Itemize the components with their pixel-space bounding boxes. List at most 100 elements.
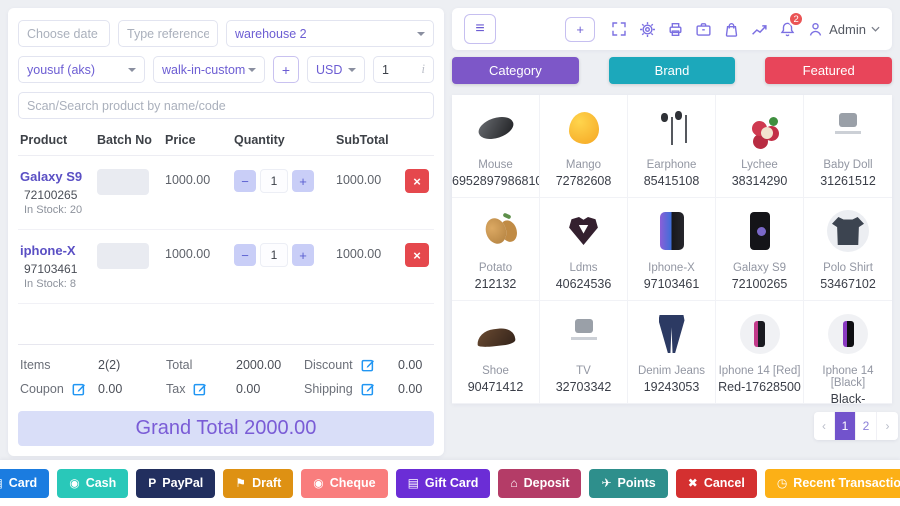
catalog-tabs: Category Brand Featured [452,57,893,84]
product-name: Shoe [482,365,509,377]
product-code: 32703342 [555,380,612,394]
cart-product-name[interactable]: Galaxy S9 [20,169,83,184]
product-card[interactable]: TV 32703342 [540,301,628,404]
product-card[interactable]: Mouse 6952897986810 [452,95,540,198]
recent-transaction-button[interactable]: ◷ Recent Transaction [764,468,900,498]
product-image [716,311,803,357]
info-icon: i [421,62,425,76]
qty-input[interactable] [260,169,288,193]
tab-featured[interactable]: Featured [765,57,893,84]
clock-icon: ◷ [776,476,788,490]
product-grid: Mouse 6952897986810 Mango 72782608 Earph… [452,95,892,404]
product-card[interactable]: Lychee 38314290 [716,95,804,198]
product-card[interactable]: Shoe 90471412 [452,301,540,404]
cheque-button[interactable]: ◉ Cheque [301,468,388,498]
product-card[interactable]: Baby Doll 31261512 [804,95,892,198]
shipping-label: Shipping [304,382,398,396]
product-code: 72100265 [731,277,788,291]
user-icon [809,22,822,36]
product-card[interactable]: Polo Shirt 53467102 [804,198,892,301]
edit-shipping-icon[interactable] [361,382,375,396]
settings-gear-icon[interactable] [633,15,661,43]
reference-input[interactable] [118,20,218,47]
pagination-next[interactable]: › [877,412,898,440]
chevron-down-icon [871,26,880,32]
tab-category[interactable]: Category [452,57,579,84]
edit-discount-icon[interactable] [361,358,375,372]
product-name: Polo Shirt [823,262,873,274]
product-code: Red-17628500 [718,380,801,394]
pagination-prev[interactable]: ‹ [814,412,835,440]
product-code: 85415108 [643,174,700,188]
header-batch: Batch No [97,133,152,147]
tax-value: 0.00 [236,382,261,396]
cart-product-name[interactable]: iphone-X [20,243,76,258]
cart-row: Galaxy S9 72100265 In Stock: 20 1000.00 … [18,156,434,230]
product-card[interactable]: Potato 212132 [452,198,540,301]
product-card[interactable]: Iphone-X 97103461 [628,198,716,301]
pagination: ‹ 1 2 › [814,412,898,440]
cash-button[interactable]: ◉ Cash [57,468,129,498]
product-image [628,311,715,357]
qty-increase-button[interactable]: + [292,244,314,266]
coupon-label: Coupon [20,382,98,396]
printer-icon[interactable] [661,15,689,43]
menu-icon[interactable]: ≡ [464,14,496,44]
edit-coupon-icon[interactable] [72,382,86,396]
cart-subtotal: 1000.00 [336,247,382,261]
paypal-button[interactable]: P PayPal [136,468,216,498]
date-input[interactable] [18,20,110,47]
cart-row: iphone-X 97103461 In Stock: 8 1000.00 − … [18,230,434,304]
remove-item-button[interactable]: × [405,243,429,267]
fullscreen-icon[interactable] [605,15,633,43]
product-name: Galaxy S9 [732,262,787,274]
gift-card-button[interactable]: ▤ Gift Card [395,468,491,498]
qty-decrease-button[interactable]: − [234,170,256,192]
card-button[interactable]: ▤Card [0,468,50,498]
cancel-button[interactable]: ✖ Cancel [675,468,757,498]
batch-input[interactable] [97,243,149,269]
product-image [540,105,627,151]
seller-select[interactable]: yousuf (aks) [18,56,145,83]
add-customer-button[interactable]: + [273,56,299,83]
customer-select[interactable]: walk-in-customer [153,56,265,83]
product-image [452,105,539,151]
product-card[interactable]: Denim Jeans 19243053 [628,301,716,404]
remove-item-button[interactable]: × [405,169,429,193]
notification-badge: 2 [788,11,805,27]
tab-brand[interactable]: Brand [608,57,736,84]
admin-menu[interactable]: Admin [807,21,880,38]
product-card[interactable]: Ldms 40624536 [540,198,628,301]
product-name: Mango [565,159,602,171]
product-image [628,105,715,151]
cart-summary: Items 2(2) Total 2000.00 Discount 0.00 C… [18,344,434,403]
batch-input[interactable] [97,169,149,195]
tax-label: Tax [166,382,236,396]
pagination-page-2[interactable]: 2 [856,412,877,440]
product-name: Iphone 14 [Red] [718,365,801,377]
qty-input[interactable] [260,243,288,267]
product-search-input[interactable] [18,92,434,119]
pagination-page-1[interactable]: 1 [835,412,856,440]
qty-decrease-button[interactable]: − [234,244,256,266]
briefcase-icon[interactable] [689,15,717,43]
edit-tax-icon[interactable] [193,382,207,396]
qty-increase-button[interactable]: + [292,170,314,192]
product-card[interactable]: Galaxy S9 72100265 [716,198,804,301]
shopping-bag-icon[interactable] [717,15,745,43]
product-image [716,208,803,254]
deposit-button[interactable]: ⌂ Deposit [498,468,582,498]
product-card[interactable]: Iphone 14 [Black] Black-17628500 [804,301,892,404]
top-navbar: ≡ + 2 Admin [452,8,892,50]
points-button[interactable]: ✈ Points [589,468,668,498]
currency-select[interactable]: USD [307,56,365,83]
draft-button[interactable]: ⚑ Draft [223,468,294,498]
product-card[interactable]: Iphone 14 [Red] Red-17628500 [716,301,804,404]
bell-icon[interactable]: 2 [773,11,805,43]
trending-icon[interactable] [745,15,773,43]
warehouse-select[interactable]: warehouse 2 [226,20,434,47]
add-icon[interactable]: + [565,16,596,42]
product-card[interactable]: Mango 72782608 [540,95,628,198]
product-card[interactable]: Earphone 85415108 [628,95,716,198]
